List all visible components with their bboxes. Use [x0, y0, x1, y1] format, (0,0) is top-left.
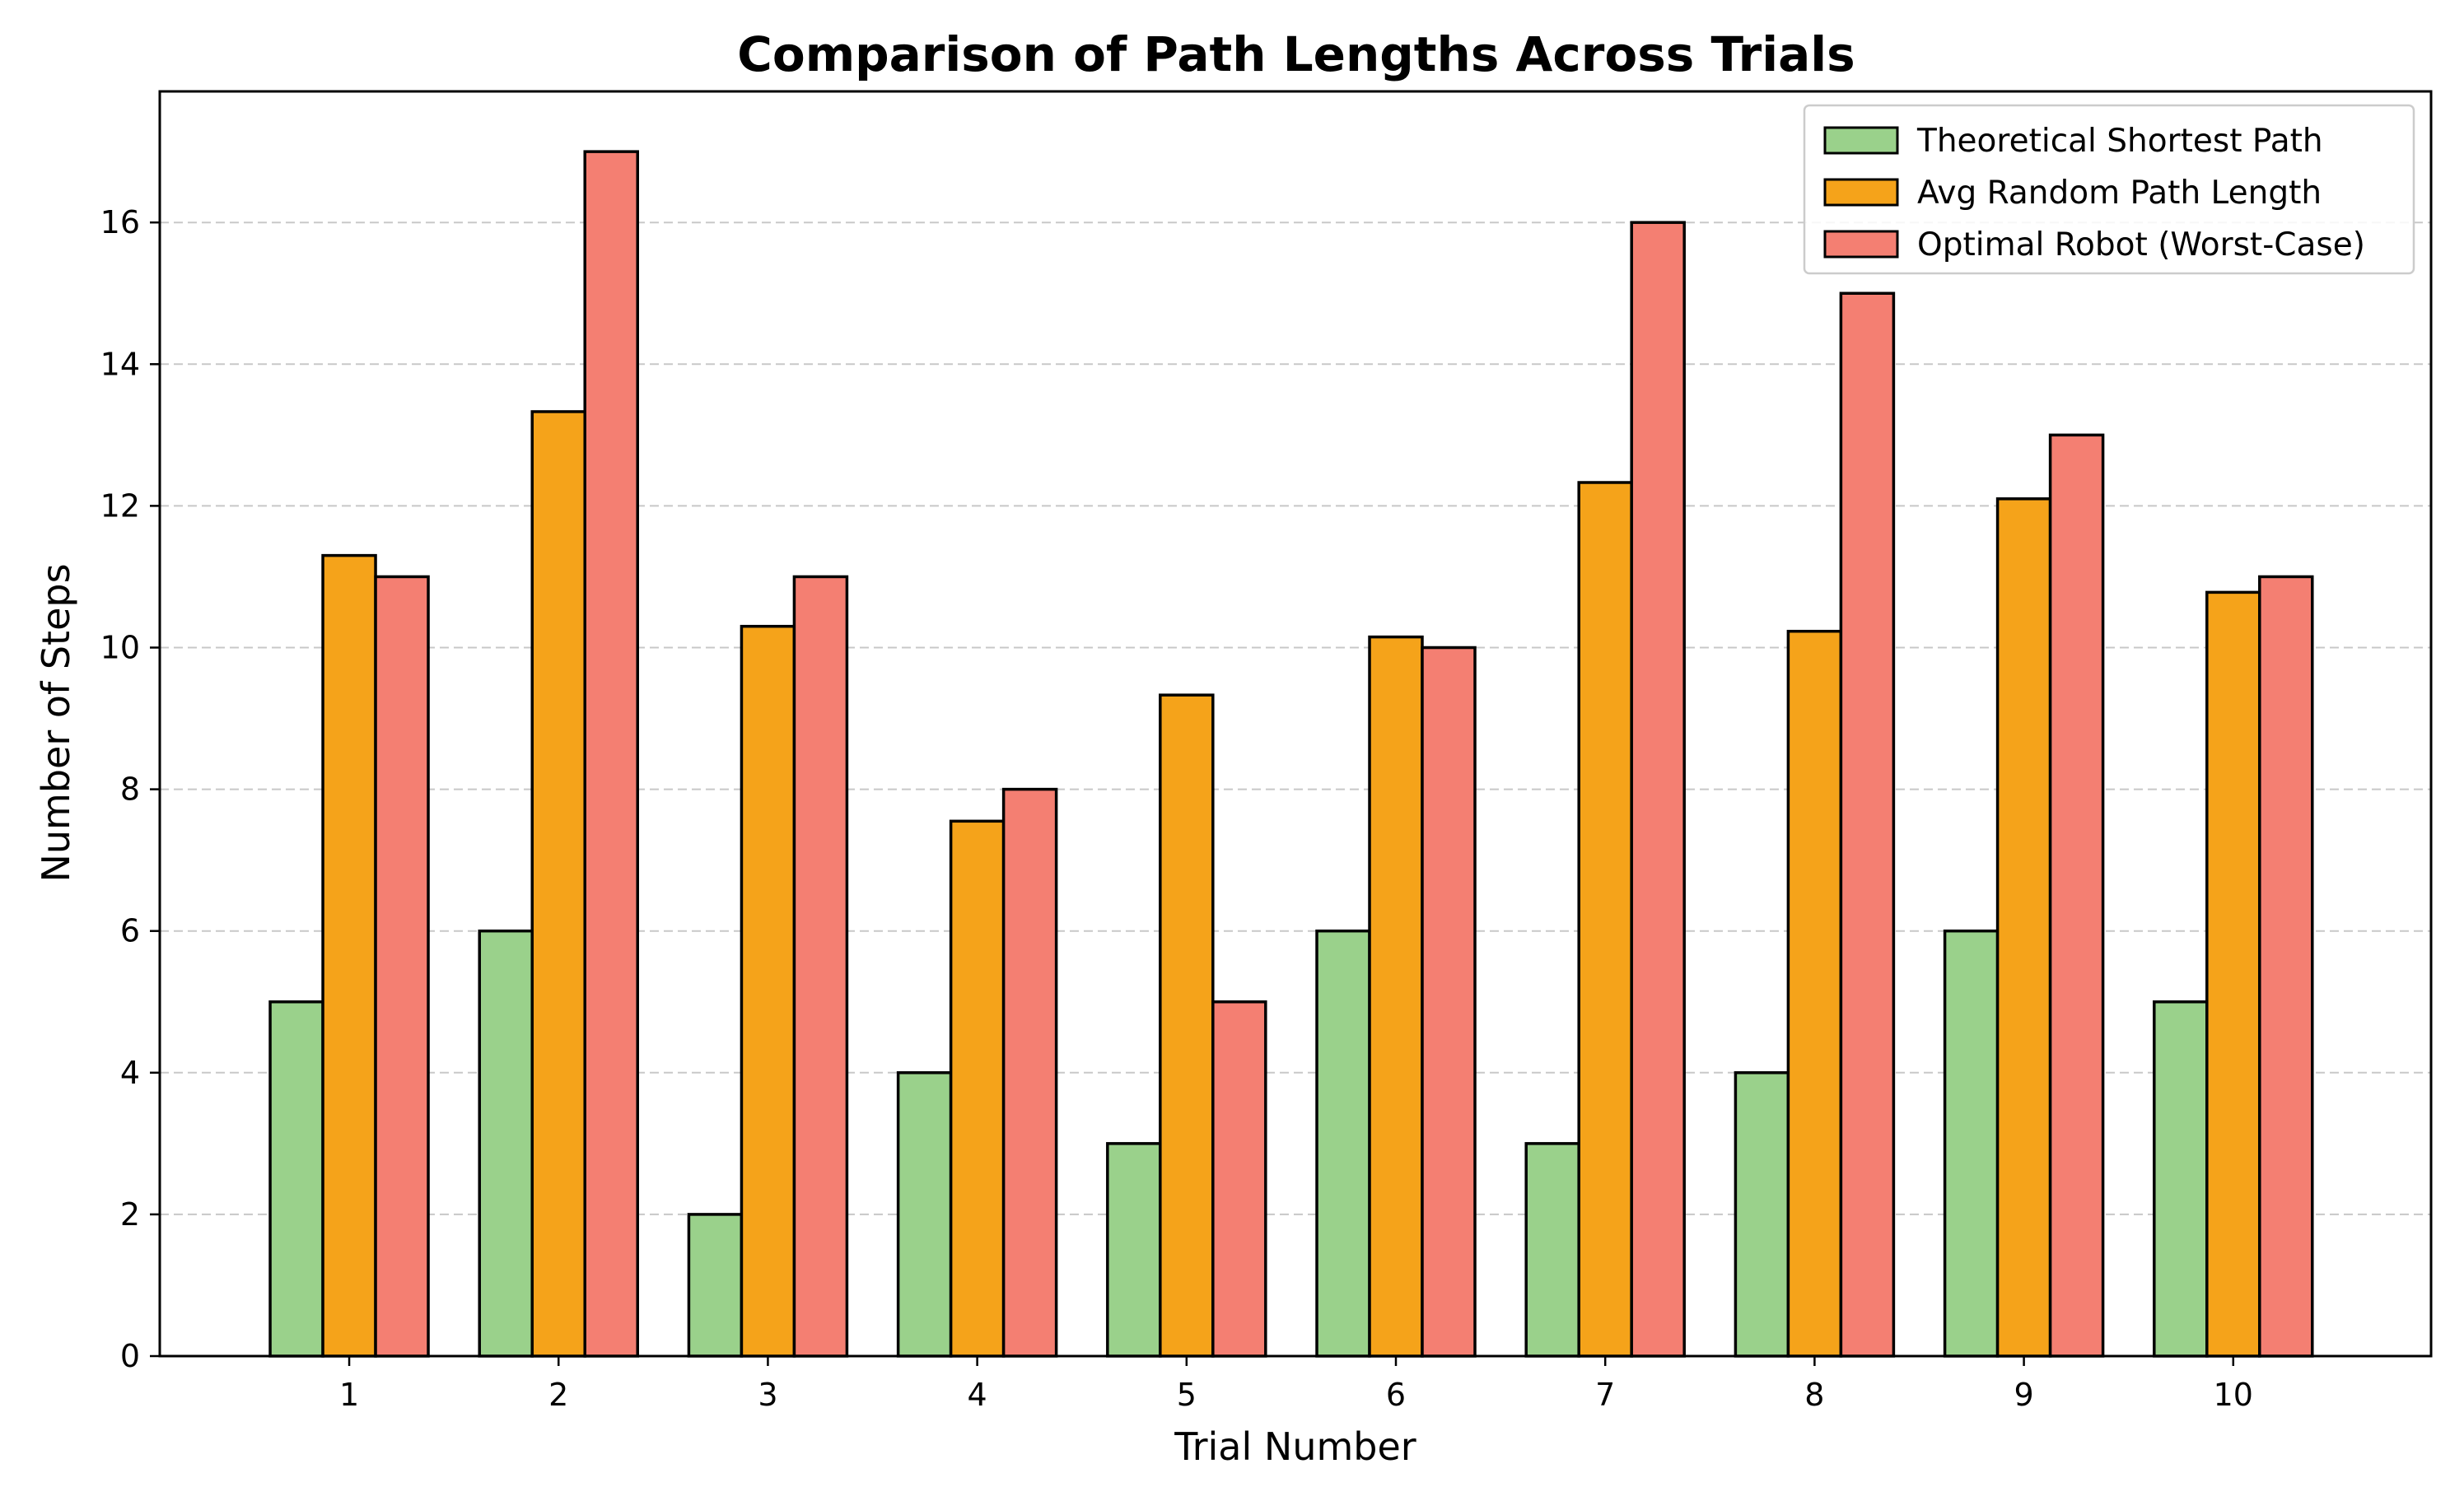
x-tick-label: 7	[1595, 1377, 1615, 1413]
bar-trial-2-series-2	[530, 410, 586, 1358]
chart-title: Comparison of Path Lengths Across Trials	[737, 26, 1855, 82]
bar-trial-4-series-1	[896, 1071, 953, 1358]
bar-trial-7-series-3	[1630, 221, 1686, 1358]
bar-trial-9-series-1	[1943, 929, 2000, 1358]
legend-items: Theoretical Shortest Path Avg Random Path…	[1823, 123, 2365, 263]
bar-trial-9-series-2	[1995, 497, 2052, 1358]
bar-trial-3-series-2	[740, 624, 796, 1358]
x-tick-label: 5	[1177, 1377, 1197, 1413]
x-axis-label: Trial Number	[1174, 1424, 1416, 1469]
y-tick-label: 14	[100, 346, 140, 382]
x-tick-label: 1	[339, 1377, 359, 1413]
bar-trial-1-series-1	[268, 1000, 324, 1358]
legend-swatch-series-3	[1823, 230, 1899, 259]
legend-label-series-2: Avg Random Path Length	[1917, 175, 2322, 212]
bar-trial-1-series-2	[321, 553, 377, 1358]
bar-trial-7-series-1	[1524, 1142, 1580, 1358]
bar-trial-10-series-1	[2153, 1000, 2209, 1358]
bar-trial-4-series-2	[949, 819, 1006, 1358]
bar-trial-2-series-1	[478, 929, 534, 1358]
legend-label-series-1: Theoretical Shortest Path	[1916, 123, 2323, 160]
bar-trial-5-series-1	[1106, 1142, 1162, 1358]
bar-trial-6-series-2	[1368, 635, 1424, 1358]
y-tick-label: 10	[100, 629, 140, 665]
x-tick-label: 3	[758, 1377, 777, 1413]
bar-trial-7-series-2	[1577, 481, 1633, 1358]
x-tick-label: 6	[1386, 1377, 1406, 1413]
legend-swatch-series-2	[1823, 178, 1899, 207]
legend-frame	[1803, 104, 2415, 275]
legend-label-series-3: Optimal Robot (Worst-Case)	[1917, 226, 2365, 263]
y-axis-ticks: 0 2 4 6 8 10 12 14 16	[100, 204, 160, 1374]
bar-trial-3-series-3	[792, 575, 849, 1358]
y-axis-label: Number of Steps	[34, 563, 78, 882]
bar-trial-8-series-3	[1839, 291, 1896, 1358]
plot-frame	[158, 90, 2433, 1358]
legend-swatch-series-1	[1823, 126, 1899, 155]
legend: Theoretical Shortest Path Avg Random Path…	[1803, 104, 2415, 275]
x-tick-label: 9	[2014, 1377, 2033, 1413]
y-tick-label: 12	[100, 487, 140, 524]
bar-trial-8-series-2	[1786, 629, 1843, 1358]
x-axis-ticks: 1 2 3 4 5 6 7 8 9 10	[339, 1356, 2253, 1413]
x-tick-label: 10	[2214, 1377, 2253, 1413]
bar-trial-5-series-3	[1211, 1000, 1267, 1358]
bar-trial-4-series-3	[1001, 787, 1058, 1358]
bar-trial-10-series-2	[2205, 590, 2261, 1358]
y-tick-label: 6	[120, 913, 140, 949]
y-tick-label: 2	[120, 1196, 140, 1233]
y-tick-label: 4	[120, 1055, 140, 1091]
bars	[268, 150, 2314, 1358]
y-tick-label: 0	[120, 1338, 140, 1374]
bar-trial-10-series-3	[2258, 575, 2314, 1358]
bar-trial-3-series-1	[687, 1213, 744, 1358]
y-tick-label: 16	[100, 204, 140, 240]
bar-trial-6-series-3	[1421, 646, 1477, 1358]
x-tick-label: 4	[968, 1377, 987, 1413]
bar-trial-8-series-1	[1734, 1071, 1790, 1358]
bar-trial-6-series-1	[1315, 929, 1371, 1358]
bar-trial-2-series-3	[583, 150, 639, 1358]
x-tick-label: 2	[548, 1377, 568, 1413]
bar-trial-5-series-2	[1159, 693, 1215, 1358]
bar-trial-1-series-3	[374, 575, 430, 1358]
y-tick-label: 8	[120, 771, 140, 808]
x-tick-label: 8	[1804, 1377, 1824, 1413]
bar-trial-9-series-3	[2048, 433, 2105, 1358]
